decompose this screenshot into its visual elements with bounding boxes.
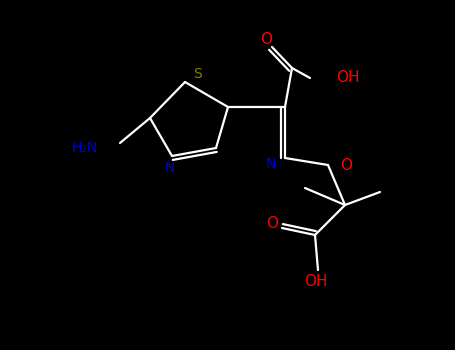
Text: S: S	[193, 67, 202, 81]
Text: N: N	[266, 157, 276, 171]
Text: OH: OH	[304, 274, 328, 289]
Text: O: O	[340, 158, 352, 173]
Text: O: O	[260, 33, 272, 48]
Text: N: N	[165, 161, 175, 175]
Text: OH: OH	[336, 70, 359, 85]
Text: H₂N: H₂N	[72, 141, 98, 155]
Text: O: O	[266, 217, 278, 231]
